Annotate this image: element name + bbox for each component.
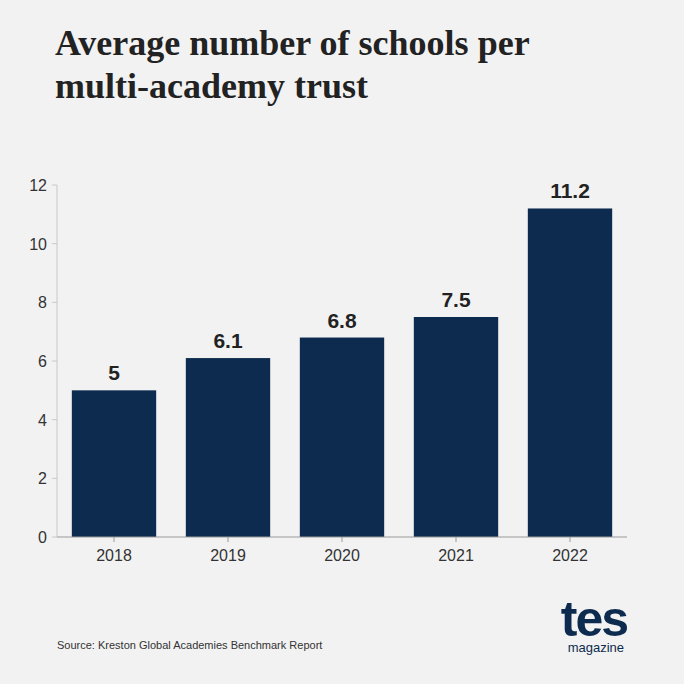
y-tick-label: 0 — [38, 529, 47, 546]
x-tick-label: 2020 — [324, 547, 360, 564]
y-tick-label: 6 — [38, 353, 47, 370]
data-label: 6.8 — [327, 309, 357, 332]
x-tick — [228, 537, 229, 542]
y-tick-label: 2 — [38, 470, 47, 487]
bar — [300, 338, 384, 537]
bar — [414, 317, 498, 537]
y-tick — [52, 537, 57, 538]
data-label: 11.2 — [550, 179, 590, 202]
bars — [72, 208, 612, 537]
bar — [72, 390, 156, 537]
y-tick — [52, 302, 57, 303]
y-tick-label: 4 — [38, 412, 47, 429]
bar — [528, 208, 612, 537]
x-tick-label: 2022 — [552, 547, 588, 564]
y-tick-label: 8 — [38, 294, 47, 311]
x-tick — [342, 537, 343, 542]
y-tick — [52, 361, 57, 362]
chart-title: Average number of schools per multi-acad… — [55, 22, 555, 108]
data-label: 5 — [108, 361, 120, 384]
y-tick — [52, 419, 57, 420]
y-tick-label: 10 — [29, 236, 47, 253]
chart: 0 2 4 6 8 10 12 5 2018 6.1 2019 6.8 2020 7.5 2021 11.2 2… — [0, 0, 684, 684]
logo: tes — [561, 591, 627, 647]
x-tick-label: 2019 — [210, 547, 246, 564]
x-tick-label: 2021 — [438, 547, 474, 564]
data-label: 7.5 — [441, 288, 471, 311]
x-tick — [114, 537, 115, 542]
y-tick-label: 12 — [29, 177, 47, 194]
y-tick — [52, 478, 57, 479]
x-tick-label: 2018 — [96, 547, 132, 564]
x-tick — [570, 537, 571, 542]
y-tick — [52, 185, 57, 186]
x-tick — [456, 537, 457, 542]
data-label: 6.1 — [213, 329, 243, 352]
logo-subtitle: magazine — [568, 640, 624, 655]
bar — [186, 358, 270, 537]
y-tick — [52, 243, 57, 244]
source: Source: Kreston Global Academies Benchma… — [57, 639, 322, 651]
